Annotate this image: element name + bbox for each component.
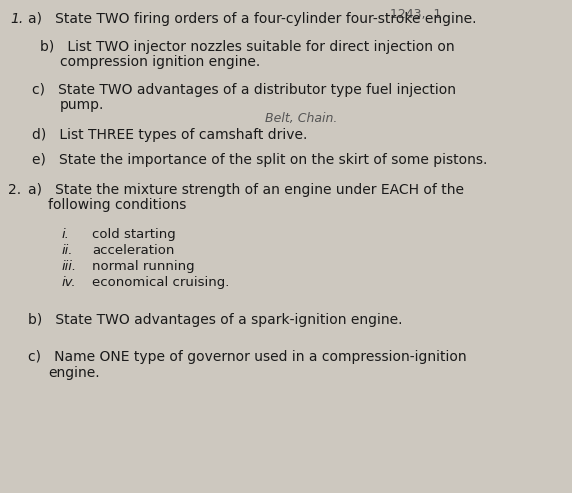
Text: iv.: iv. (62, 276, 77, 289)
Text: cold starting: cold starting (92, 228, 176, 241)
Text: b)   State TWO advantages of a spark-ignition engine.: b) State TWO advantages of a spark-ignit… (28, 313, 403, 327)
Text: i.: i. (62, 228, 70, 241)
Text: 2.: 2. (8, 183, 21, 197)
Text: d)   List THREE types of camshaft drive.: d) List THREE types of camshaft drive. (32, 128, 307, 142)
Text: acceleration: acceleration (92, 244, 174, 257)
Text: normal running: normal running (92, 260, 194, 273)
Text: e)   State the importance of the split on the skirt of some pistons.: e) State the importance of the split on … (32, 153, 487, 167)
Text: pump.: pump. (60, 98, 104, 112)
Text: c)   Name ONE type of governor used in a compression-ignition: c) Name ONE type of governor used in a c… (28, 350, 467, 364)
Text: economical cruising.: economical cruising. (92, 276, 229, 289)
Text: iii.: iii. (62, 260, 77, 273)
Text: 1.: 1. (10, 12, 23, 26)
Text: ii.: ii. (62, 244, 73, 257)
Text: engine.: engine. (48, 366, 100, 380)
Text: c)   State TWO advantages of a distributor type fuel injection: c) State TWO advantages of a distributor… (32, 83, 456, 97)
Text: compression ignition engine.: compression ignition engine. (60, 55, 260, 69)
Text: b)   List TWO injector nozzles suitable for direct injection on: b) List TWO injector nozzles suitable fo… (40, 40, 455, 54)
Text: Belt, Chain.: Belt, Chain. (265, 112, 337, 125)
Text: 1243,  1: 1243, 1 (390, 8, 442, 21)
Text: following conditions: following conditions (48, 198, 186, 212)
Text: a)   State TWO firing orders of a four-cylinder four-stroke engine.: a) State TWO firing orders of a four-cyl… (28, 12, 476, 26)
Text: a)   State the mixture strength of an engine under EACH of the: a) State the mixture strength of an engi… (28, 183, 464, 197)
